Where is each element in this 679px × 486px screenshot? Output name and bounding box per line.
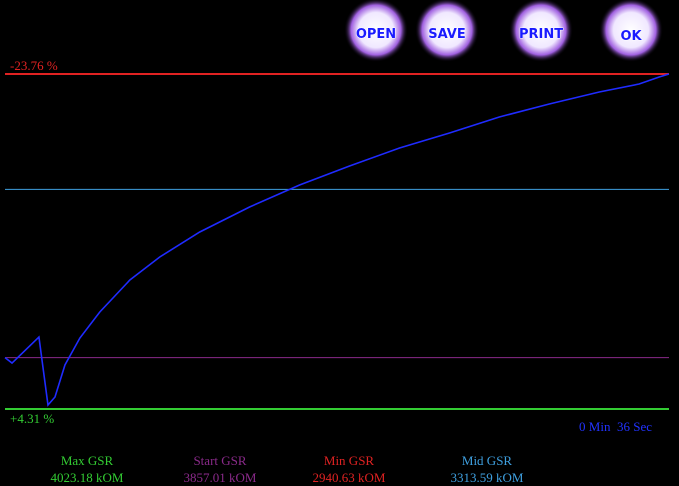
stat-value: 3313.59 kOM xyxy=(451,470,524,485)
ok-button-glow[interactable] xyxy=(599,0,663,62)
print-button-glow[interactable] xyxy=(509,0,573,62)
print-button[interactable]: PRINT xyxy=(519,27,564,43)
save-button-glow[interactable] xyxy=(415,0,479,62)
open-button-glow[interactable] xyxy=(344,0,408,62)
stat-value: 2940.63 kOM xyxy=(313,470,386,485)
bottom-percent: +4.31 % xyxy=(10,411,54,426)
stat-name: Max GSR xyxy=(61,453,114,468)
stat-name: Mid GSR xyxy=(462,453,513,468)
save-button[interactable]: SAVE xyxy=(428,27,466,43)
elapsed-time: 0 Min 36 Sec xyxy=(579,419,652,434)
toolbar: OPEN SAVE PRINT OK xyxy=(344,0,663,62)
stat-value: 4023.18 kOM xyxy=(51,470,124,485)
open-button[interactable]: OPEN xyxy=(355,27,396,43)
stat-value: 3857.01 kOM xyxy=(184,470,257,485)
stat-name: Min GSR xyxy=(324,453,375,468)
stat-name: Start GSR xyxy=(193,453,246,468)
top-percent: -23.76 % xyxy=(10,58,58,73)
gsr-line xyxy=(4,73,670,407)
ok-button[interactable]: OK xyxy=(620,29,643,45)
